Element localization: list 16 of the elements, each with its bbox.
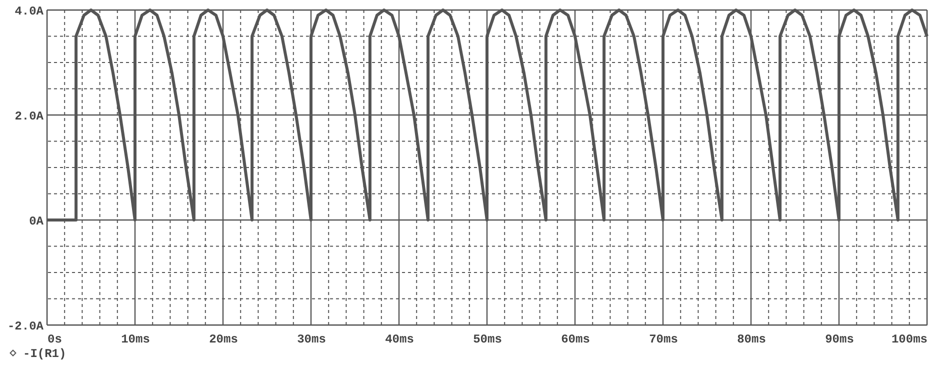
x-tick-label: 20ms [209,332,238,346]
x-tick-label: 10ms [121,332,150,346]
x-tick-label: 70ms [649,332,678,346]
x-tick-label: 90ms [825,332,854,346]
x-tick-label: 60ms [561,332,590,346]
x-tick-label: 100ms [891,332,928,346]
x-tick-label: 50ms [473,332,502,346]
y-tick-label: -2.0A [7,320,44,334]
legend-label: -I(R1) [23,347,66,361]
x-tick-label: 0s [48,332,62,346]
y-tick-label: 2.0A [14,110,44,124]
x-tick-label: 30ms [297,332,326,346]
y-tick-label: 4.0A [14,4,44,18]
y-tick-label: 0A [29,214,44,228]
x-tick-label: 40ms [385,332,414,346]
x-tick-label: 80ms [737,332,766,346]
